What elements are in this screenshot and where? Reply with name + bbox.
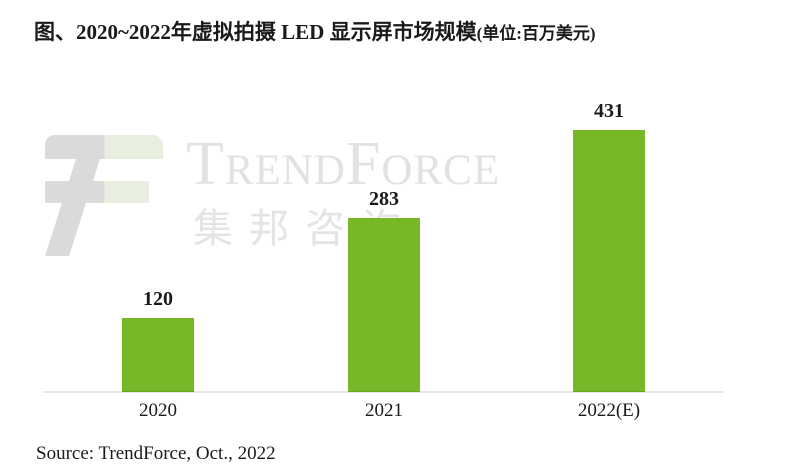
bar-label-2020: 120: [143, 288, 173, 310]
bar-2020[interactable]: [122, 318, 194, 392]
bar-label-2021: 283: [369, 188, 399, 210]
x-tick-2022e: 2022(E): [577, 400, 641, 421]
x-tick-2021: 2021: [365, 400, 403, 421]
bar-2021[interactable]: [348, 218, 420, 392]
bar-2022e[interactable]: [573, 130, 645, 392]
chart-title-main: 图、2020~2022年虚拟拍摄 LED 显示屏市场规模: [34, 20, 477, 44]
page-title: 图、2020~2022年虚拟拍摄 LED 显示屏市场规模(单位:百万美元): [34, 16, 596, 46]
x-axis-line: [43, 391, 724, 393]
x-tick-2020: 2020: [139, 400, 177, 421]
bar-label-2022e: 431: [594, 100, 624, 122]
source-note: Source: TrendForce, Oct., 2022: [36, 443, 276, 464]
chart-title-unit: (单位:百万美元): [476, 24, 596, 43]
